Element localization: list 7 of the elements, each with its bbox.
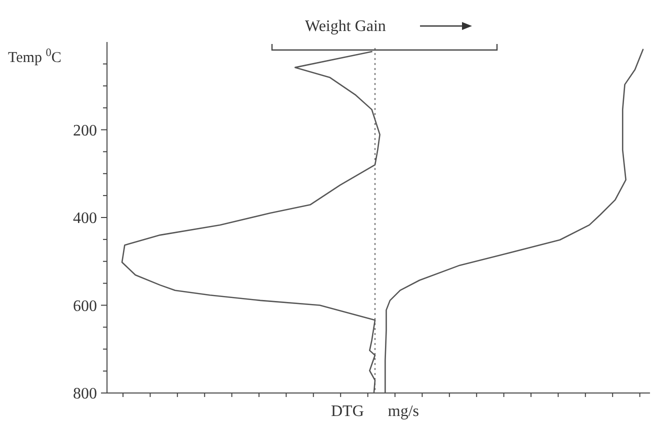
y-tick-label: 400: [73, 210, 97, 228]
y-axis-title: Temp $^{0}$C: [8, 47, 62, 66]
y-tick-label: 200: [73, 122, 97, 140]
y-tick-label: 800: [73, 386, 97, 403]
y-tick-label: 600: [73, 298, 97, 315]
text: Weight Gain: [305, 18, 386, 35]
x-axis-title: DTG mg/s: [331, 403, 419, 420]
